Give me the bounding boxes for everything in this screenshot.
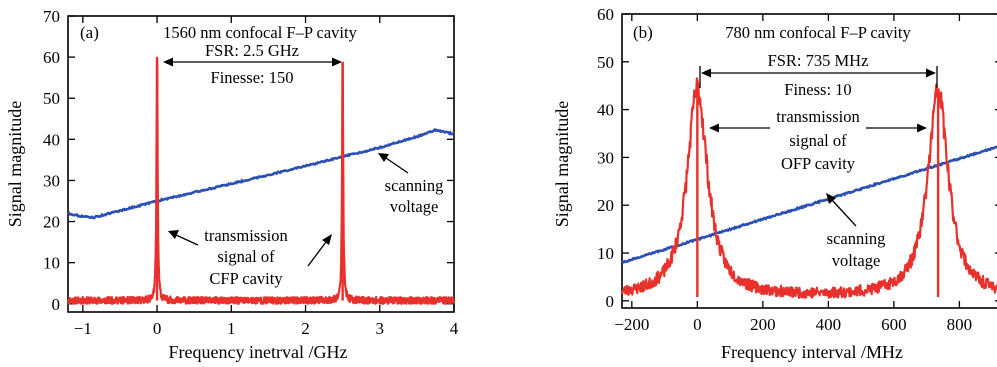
panel-a-series [67, 56, 456, 305]
panel-a-transmission-arrows [168, 230, 332, 267]
y-tick-label: 40 [597, 101, 614, 120]
panel-a-ytick-labels: 0 10 20 30 40 50 60 70 [43, 7, 60, 314]
y-tick-label: 60 [43, 48, 60, 67]
transmission-signal-line [620, 77, 997, 299]
panel-b-scanning-arrow [826, 193, 857, 227]
panel-a-ticks [68, 15, 455, 312]
panel-a: −1 0 1 2 3 4 0 10 20 30 40 50 60 70 (a) 1560 nm conf… [5, 7, 459, 362]
panel-b-frame [621, 13, 997, 309]
y-tick-label: 0 [606, 292, 615, 311]
panel-a-transmission-line-1: transmission [204, 226, 287, 245]
panel-a-title: 1560 nm confocal F–P cavity [163, 23, 357, 42]
y-tick-label: 20 [43, 213, 60, 232]
x-tick-label: 800 [947, 315, 973, 334]
panel-b: −200 0 200 400 600 800 0 10 20 30 40 50 60 (b) 780 … [552, 5, 997, 362]
panel-a-scanning-line-1: scanning [385, 176, 444, 195]
panel-a-xtick-labels: −1 0 1 2 3 4 [74, 319, 459, 338]
panel-a-transmission-line-3: CFP cavity [209, 269, 283, 288]
panel-b-transmission-line-1: transmission [776, 107, 859, 126]
panel-b-title: 780 nm confocal F–P cavity [725, 23, 911, 42]
panel-a-y-axis-title: Signal magnitude [5, 101, 25, 227]
panel-a-x-axis-title: Frequency inetrval /GHz [169, 342, 348, 362]
y-tick-label: 20 [597, 196, 614, 215]
panel-a-fsr-arrow [163, 57, 342, 67]
y-tick-label: 40 [43, 130, 60, 149]
x-tick-label: 0 [153, 319, 162, 338]
y-tick-label: 50 [43, 89, 60, 108]
transmission-signal-line [67, 56, 456, 305]
panel-b-xtick-labels: −200 0 200 400 600 800 [614, 315, 972, 334]
y-tick-label: 10 [597, 244, 614, 263]
panel-a-scanning-arrow [378, 153, 409, 174]
panel-b-series [620, 77, 997, 299]
panel-b-scanning-line-1: scanning [827, 229, 886, 248]
x-tick-label: 0 [693, 315, 702, 334]
panel-b-transmission-line-3: OFP cavity [781, 154, 856, 173]
y-tick-label: 10 [43, 254, 60, 273]
panel-b-fsr-arrow [699, 66, 938, 88]
panel-b-finesse-label: Finess: 10 [784, 80, 851, 99]
panel-a-scanning-line-2: voltage [390, 197, 439, 216]
x-tick-label: 3 [376, 319, 385, 338]
panel-a-tag: (a) [80, 23, 99, 42]
panel-b-fsr-label: FSR: 735 MHz [768, 51, 869, 70]
x-tick-label: −200 [614, 315, 649, 334]
x-tick-label: 1 [227, 319, 236, 338]
panel-b-tag: (b) [633, 23, 653, 42]
x-tick-label: 4 [450, 319, 459, 338]
x-tick-label: 2 [301, 319, 310, 338]
x-tick-label: 600 [881, 315, 907, 334]
panel-a-finesse-label: Finesse: 150 [211, 68, 294, 87]
y-tick-label: 0 [52, 295, 61, 314]
y-tick-label: 30 [597, 148, 614, 167]
panel-a-transmission-line-2: signal of [217, 247, 275, 266]
panel-b-scanning-line-2: voltage [832, 251, 881, 270]
x-tick-label: 400 [816, 315, 842, 334]
panel-b-ticks [622, 13, 997, 308]
y-tick-label: 50 [597, 53, 614, 72]
panel-b-y-axis-title: Signal magnitude [552, 101, 572, 227]
panel-a-frame [67, 15, 455, 313]
scanning-voltage-line [67, 127, 455, 220]
panel-b-ytick-labels: 0 10 20 30 40 50 60 [597, 5, 614, 311]
panel-a-fsr-label: FSR: 2.5 GHz [205, 41, 299, 60]
x-tick-label: −1 [74, 319, 92, 338]
panel-b-transmission-line-2: signal of [789, 131, 847, 150]
x-tick-label: 200 [750, 315, 776, 334]
y-tick-label: 70 [43, 7, 60, 26]
y-tick-label: 30 [43, 171, 60, 190]
panel-b-transmission-arrows [709, 123, 927, 133]
panel-b-x-axis-title: Frequency interval /MHz [721, 342, 903, 362]
y-tick-label: 60 [597, 5, 614, 24]
